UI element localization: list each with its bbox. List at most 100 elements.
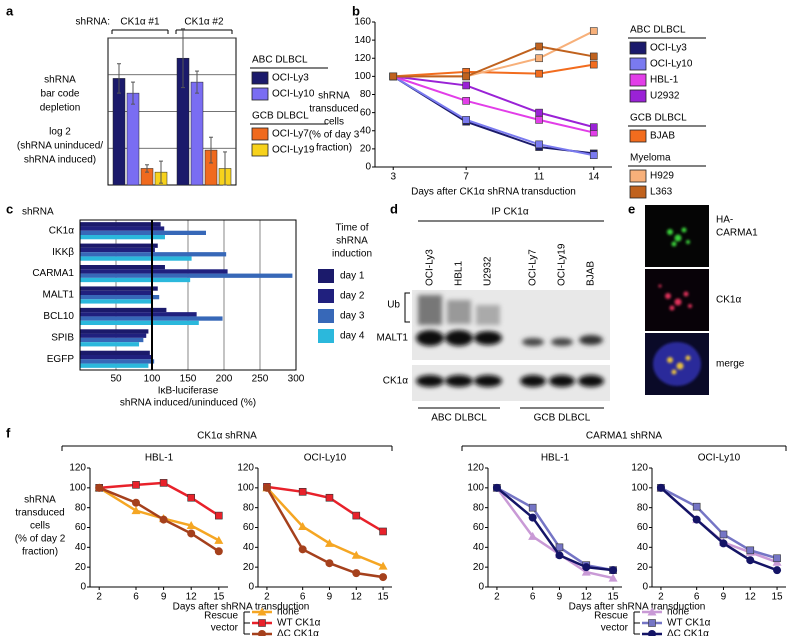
marker [535,42,543,51]
series-line [98,486,220,553]
legend-title: induction [332,249,372,260]
y-axis-label: transduced [15,508,64,519]
bar [80,230,206,235]
y-axis-label: (% of day 3 [309,130,360,141]
x-tick-label: 12 [581,592,593,603]
y-axis-label: log 2 [49,127,71,138]
legend-swatch [629,185,647,199]
y-tick-label: 140 [354,35,371,46]
y-tick-label: 80 [75,502,87,513]
marker [648,619,656,627]
marker [95,483,104,492]
marker [352,569,361,578]
legend-title: Time of [336,223,369,234]
y-axis-label: shRNA [44,75,76,86]
marker [535,116,543,124]
lane-label: OCI-Ly19 [557,243,568,286]
legend-label: none [667,607,690,618]
y-tick-label: 40 [75,542,87,553]
y-tick-label: 60 [360,107,372,118]
marker [492,483,501,492]
marker [589,52,598,61]
bar [80,350,150,355]
chart-title: HBL-1 [145,453,174,464]
x-tick-label: 6 [530,592,536,603]
legend-swatch [318,289,334,303]
y-tick-label: 20 [243,562,255,573]
x-tick-label: 12 [351,592,363,603]
panel-label: f [6,425,11,440]
x-axis-label: Days after shRNA transduction [569,602,706,613]
legend-swatch [629,89,647,103]
micrograph-nucleus [653,342,701,386]
series-line [266,486,384,568]
marker [379,527,387,536]
marker [528,503,537,512]
bar [80,247,155,253]
legend-label: U2932 [650,91,680,102]
y-axis-label: fraction) [316,143,352,154]
legend-title: shRNA [336,236,368,247]
x-tick-label: 300 [288,374,305,385]
legend-label: OCI-Ly7 [272,129,309,140]
legend-label: OCI-Ly10 [650,59,693,70]
lane-label: HBL1 [454,261,465,286]
group-label: GCB DLBCL [534,413,591,424]
legend-title: vector [601,623,629,634]
micrograph-spots [667,227,690,247]
x-tick-label: 9 [557,592,563,603]
marker [214,547,223,556]
x-tick-label: 6 [694,592,700,603]
x-tick-label: 6 [133,592,139,603]
y-tick-label: 80 [360,89,372,100]
x-tick-label: 15 [378,592,390,603]
bar [80,320,199,325]
legend-title: Rescue [204,611,238,622]
marker [187,529,196,538]
marker [159,515,168,524]
x-tick-label: 2 [494,592,500,603]
y-tick-label: 20 [75,562,87,573]
bar [80,359,155,364]
group-title: CARMA1 shRNA [586,431,662,442]
legend-swatch [629,73,647,87]
bar [80,312,197,317]
panel-label: b [352,3,360,18]
row-label: Ub [387,300,400,311]
x-axis-label: IκB-luciferase [158,386,219,397]
marker [609,566,618,575]
category-label: BCL10 [43,311,74,322]
marker [214,535,224,544]
y-tick-label: 0 [642,582,648,593]
bar [80,265,165,270]
category-label: SPIB [51,332,74,343]
x-tick-label: 3 [390,172,396,183]
marker [647,607,657,616]
legend-group-title: ABC DLBCL [630,25,686,36]
x-tick-label: 7 [463,172,469,183]
y-tick-label: 40 [637,542,649,553]
marker [389,72,398,81]
marker [215,511,223,520]
marker [324,538,334,547]
y-axis-label: (% of day 2 [15,534,66,545]
legend-swatch [629,57,647,71]
lane-label: OCI-Ly7 [528,249,539,286]
group-label: ABC DLBCL [431,413,487,424]
series-line [265,487,384,579]
x-tick-label: 12 [186,592,198,603]
category-label: CK1α [49,225,74,236]
y-tick-label: 60 [75,522,87,533]
legend-label: L363 [650,187,673,198]
y-tick-label: 0 [478,582,484,593]
series-line [496,486,614,572]
x-tick-label: 250 [252,374,269,385]
series-line [393,63,594,78]
bar [190,81,204,186]
row-label: CK1α [383,376,408,387]
legend-swatch [318,329,334,343]
bar [80,269,228,274]
y-tick-label: 100 [631,482,648,493]
x-tick-label: 150 [180,374,197,385]
